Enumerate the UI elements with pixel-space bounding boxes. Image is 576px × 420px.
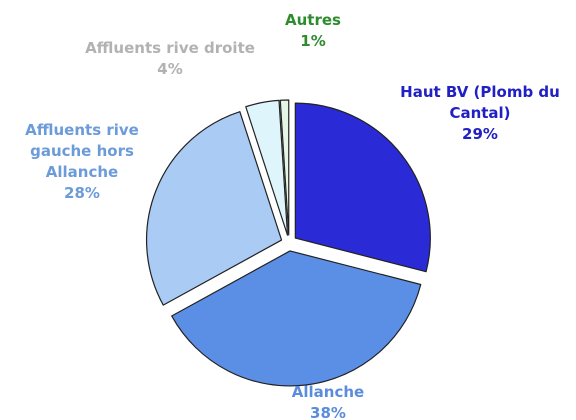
percent-label: 28% bbox=[64, 184, 100, 202]
percent-label: 38% bbox=[310, 404, 346, 420]
slice-label: Allanche 38% bbox=[268, 382, 388, 420]
category-name: Allanche bbox=[291, 383, 365, 401]
category-name: Affluents rive gauche hors Allanche bbox=[25, 121, 139, 181]
pie-slice bbox=[245, 99, 289, 236]
slice-label: Affluents rive gauche hors Allanche 28% bbox=[2, 120, 162, 204]
slice-label: Autres 1% bbox=[273, 10, 353, 52]
percent-label: 29% bbox=[462, 125, 498, 143]
category-name: Affluents rive droite bbox=[85, 39, 255, 57]
slice-label: Haut BV (Plomb du Cantal) 29% bbox=[380, 82, 576, 145]
pie-slice bbox=[294, 102, 431, 273]
percent-label: 1% bbox=[300, 32, 326, 50]
pie-slice bbox=[145, 111, 283, 306]
pie-slice bbox=[171, 250, 422, 387]
slice-label: Affluents rive droite 4% bbox=[50, 38, 290, 80]
percent-label: 4% bbox=[157, 60, 183, 78]
pie-slice bbox=[279, 99, 290, 236]
category-name: Haut BV (Plomb du Cantal) bbox=[400, 83, 560, 122]
category-name: Autres bbox=[285, 11, 341, 29]
